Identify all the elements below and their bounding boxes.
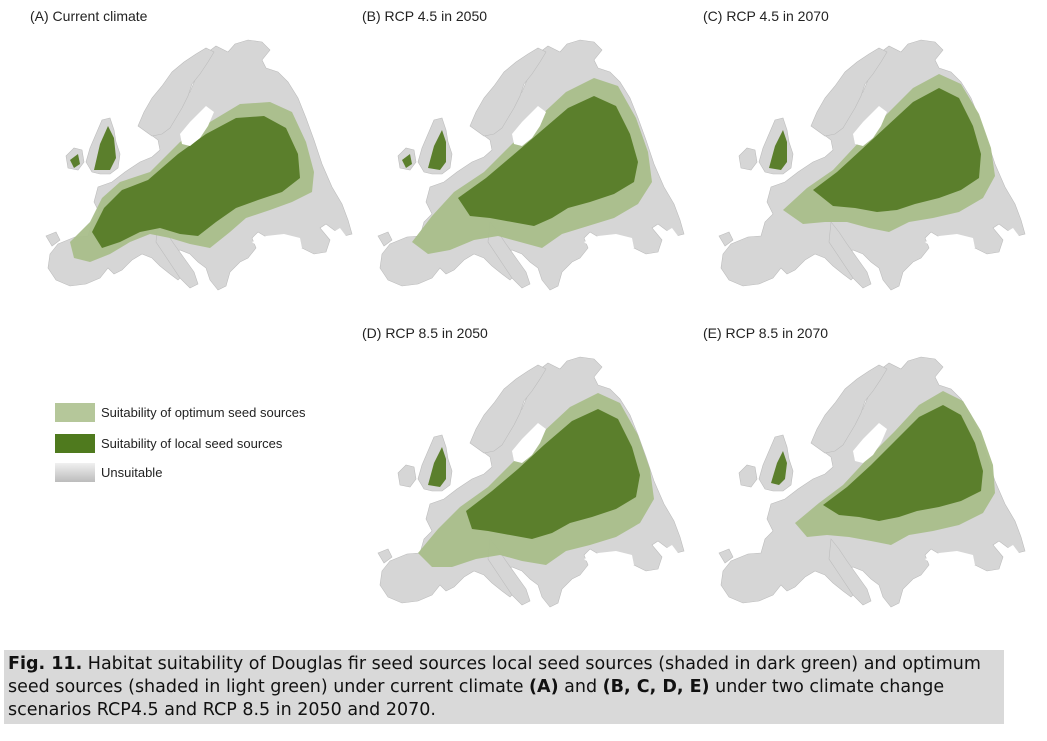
map-panel-a: (A) Current climate — [30, 8, 360, 313]
europe-map — [718, 356, 1026, 608]
land-region — [397, 464, 417, 488]
panel-title: (E) RCP 8.5 in 2070 — [703, 325, 829, 341]
local-suitability-area — [402, 154, 412, 168]
land-region — [738, 464, 758, 488]
land-region — [155, 221, 199, 289]
europe-map — [377, 39, 685, 291]
land-region — [487, 538, 531, 606]
legend-item-optimum: Suitability of optimum seed sources — [55, 403, 355, 425]
sea-area — [584, 551, 634, 571]
sea-area — [925, 234, 975, 254]
europe-map — [718, 39, 1026, 291]
sea-area — [584, 234, 634, 254]
caption-text: Fig. 11. Habitat suitability of Douglas … — [8, 653, 1000, 722]
panel-title: (D) RCP 8.5 in 2050 — [362, 325, 488, 341]
panel-title: (B) RCP 4.5 in 2050 — [362, 8, 488, 24]
figure-caption: Fig. 11. Habitat suitability of Douglas … — [4, 650, 1004, 724]
legend-item-local: Suitability of local seed sources — [55, 434, 355, 456]
map-legend: Suitability of optimum seed sources Suit… — [55, 403, 355, 493]
europe-map — [377, 356, 685, 608]
land-region — [810, 364, 888, 454]
legend-label: Suitability of local seed sources — [101, 436, 283, 451]
caption-label: Fig. 11. — [8, 654, 83, 674]
land-region — [738, 147, 758, 171]
legend-swatch-local — [55, 434, 95, 453]
legend-swatch-optimum — [55, 403, 95, 422]
sea-area — [330, 228, 346, 244]
caption-ref-bcde: (B, C, D, E) — [602, 677, 710, 697]
local-suitability-area — [771, 451, 787, 485]
panel-title: (A) Current climate — [30, 8, 148, 24]
sea-area — [512, 106, 546, 146]
map-panel-b: (B) RCP 4.5 in 2050 — [362, 8, 692, 313]
local-suitability-area — [70, 154, 80, 168]
legend-swatch-unsuitable — [55, 463, 95, 482]
local-suitability-area — [428, 447, 446, 487]
land-region — [469, 364, 547, 454]
land-region — [828, 538, 872, 606]
caption-ref-a: (A) — [529, 677, 559, 697]
map-panel-e: (E) RCP 8.5 in 2070 — [703, 325, 1033, 630]
map-panel-c: (C) RCP 4.5 in 2070 — [703, 8, 1033, 313]
sea-area — [662, 545, 678, 561]
land-region — [377, 231, 393, 247]
local-suitability-area — [92, 116, 300, 248]
sea-area — [180, 106, 214, 146]
legend-label: Unsuitable — [101, 465, 163, 480]
legend-item-unsuitable: Unsuitable — [55, 463, 355, 485]
local-suitability-area — [458, 96, 638, 226]
sea-area — [925, 551, 975, 571]
local-suitability-area — [94, 126, 116, 170]
sea-area — [662, 228, 678, 244]
local-suitability-area — [466, 409, 640, 539]
europe-map — [45, 39, 353, 291]
sea-area — [512, 423, 546, 463]
caption-part: under two climate change scenarios RCP4.… — [8, 677, 945, 720]
local-suitability-area — [813, 88, 981, 212]
map-panel-d: (D) RCP 8.5 in 2050 — [362, 325, 692, 630]
caption-part: and — [558, 677, 603, 697]
sea-area — [853, 423, 887, 463]
caption-part: Habitat suitability of Douglas fir seed … — [8, 654, 981, 697]
land-region — [828, 221, 872, 289]
local-suitability-area — [769, 130, 787, 170]
land-region — [45, 231, 61, 247]
local-suitability-area — [428, 130, 446, 170]
local-suitability-area — [823, 405, 983, 521]
land-region — [718, 231, 734, 247]
sea-area — [853, 106, 887, 146]
panel-title: (C) RCP 4.5 in 2070 — [703, 8, 829, 24]
land-region — [377, 548, 393, 564]
legend-label: Suitability of optimum seed sources — [101, 405, 306, 420]
sea-area — [1003, 228, 1019, 244]
land-region — [718, 548, 734, 564]
land-region — [137, 47, 215, 137]
land-region — [469, 47, 547, 137]
sea-area — [1003, 545, 1019, 561]
land-region — [810, 47, 888, 137]
sea-area — [252, 234, 302, 254]
land-region — [487, 221, 531, 289]
